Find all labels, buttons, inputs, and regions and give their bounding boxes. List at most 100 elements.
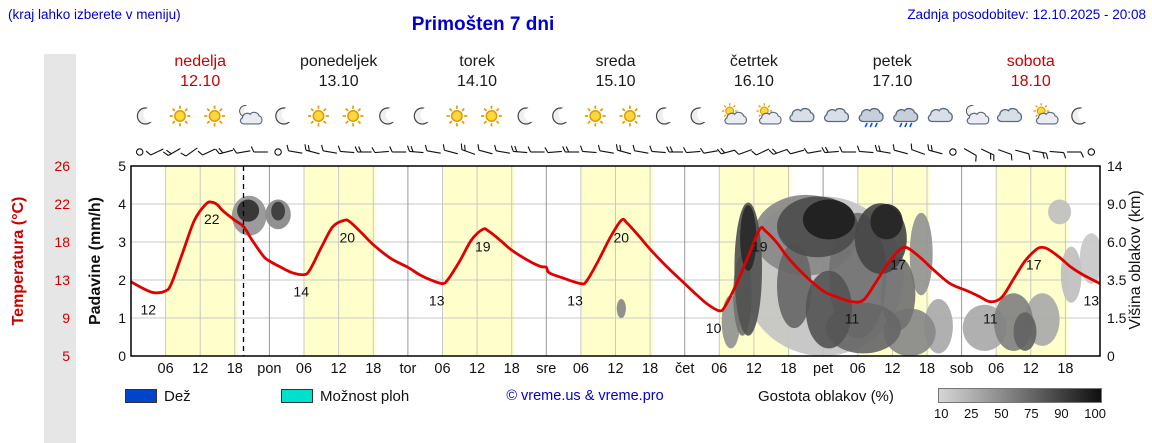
day-date: 15.10 [595,73,636,90]
svg-text:18: 18 [54,234,70,250]
temp-label: 19 [475,238,491,254]
svg-text:6.0: 6.0 [1107,234,1127,250]
cloud-blob [777,243,812,329]
cloud-blob [1060,246,1082,303]
cloud-blob [870,204,903,240]
wind-barb-icon [544,147,562,154]
day-date: 16.10 [733,73,774,90]
hour-label: 12 [331,361,347,377]
moon-cloud-icon [966,105,990,125]
wind-barb-icon [927,144,943,155]
svg-text:9: 9 [62,310,70,326]
moon-icon [137,108,153,124]
day-headers: nedelja 12.10 ponedeljek 13.10 torek 14.10 sre… [0,53,1152,93]
day-header-torek: torek 14.10 [457,53,497,91]
cloud-rain-icon [893,107,919,128]
wind-barb-icon [892,144,908,155]
day-abbr-label: tor [399,361,416,377]
wind-barb-icon [477,144,493,155]
day-abbr-label: sob [950,361,973,377]
svg-text:1.5: 1.5 [1107,310,1127,326]
temp-label: 17 [1026,256,1042,272]
wind-barb-icon [597,144,614,154]
wind-barb-icon [145,148,164,156]
hour-label: 18 [1057,361,1073,377]
temp-label: 22 [204,211,220,227]
hour-label: 06 [296,361,312,377]
precipitation-tick-labels: 5 4 3 2 1 0 [118,158,126,364]
wind-barb-icon [163,148,181,156]
day-header-petek: petek 17.10 [872,53,912,91]
calm-wind-icon [135,148,144,156]
time-axis-labels: 06 12 18 pon 06 12 18 tor 06 12 18 sre 06 12 18 čet 06 12… [158,361,1074,377]
wind-barb-icon [527,146,545,153]
svg-text:9.0: 9.0 [1107,196,1127,212]
wind-barb-icon [424,144,441,154]
sun-cloud-icon [721,102,748,125]
wind-barb-icon [1032,150,1049,160]
calm-wind-icon [949,148,957,156]
moon-icon [414,108,430,124]
hour-label: 18 [227,361,243,377]
moon-icon [276,108,292,124]
sun-icon [618,104,642,128]
wind-barb-icon [666,146,684,153]
sun-icon [168,104,192,128]
day-abbr-label: čet [675,361,694,377]
sun-icon [445,104,469,128]
wind-barb-icon [963,148,977,162]
density-tick: 90 [1054,406,1069,421]
copyright-link[interactable]: © vreme.us & vreme.pro [506,388,664,404]
cloud-blob [805,270,853,349]
hour-label: 06 [850,361,866,377]
svg-text:2: 2 [118,272,126,288]
day-name: sreda [595,53,636,70]
temperature-tick-labels: 26 22 18 13 9 5 [54,158,70,364]
density-tick: 75 [1024,406,1039,421]
cloud-blob [802,199,855,240]
svg-text:0: 0 [118,348,126,364]
day-date: 13.10 [318,73,359,90]
day-date: 18.10 [1010,73,1051,90]
cloud-blob [1013,312,1037,351]
cloud-density-tick-labels: 10 25 50 75 90 100 [934,406,1106,421]
wind-barb-icon [699,147,718,154]
svg-text:4: 4 [118,196,126,212]
temp-labels: 12 22 14 20 13 19 13 20 10 19 11 17 11 17 13 [141,211,1100,336]
cloud-blob [237,199,260,222]
page-title: Primošten 7 dni [411,14,555,35]
svg-text:3.5: 3.5 [1107,272,1127,288]
wind-barb-icon [821,146,839,154]
day-abbr-label: pon [257,361,281,377]
day-abbr-label: pet [813,361,833,377]
wind-barb-icon [406,145,424,154]
wind-barb-icon [579,145,597,154]
cloud-blob [1048,199,1072,225]
wind-barb-icon [856,145,874,154]
showers-legend-label: Možnost ploh [320,388,410,405]
hour-label: 06 [573,361,589,377]
calm-wind-icon [1087,148,1096,156]
hour-label: 12 [469,361,485,377]
temp-label: 13 [567,293,583,309]
wind-barb-icon [768,148,787,155]
cloud-icon [823,107,850,123]
svg-text:0: 0 [1107,348,1115,364]
wind-barb-icon [803,147,822,154]
last-update-text: Zadnja posodobitev: 12.10.2025 - 20:08 [907,7,1146,22]
wind-barb-icon [874,144,891,154]
wind-barb-icon [286,144,303,154]
weather-icons-row [137,102,1087,128]
plot-border [130,165,1101,357]
wind-barb-icon [321,144,337,154]
svg-text:22: 22 [54,196,70,212]
wind-barb-icon [562,146,580,153]
sun-cloud-icon [755,102,782,125]
temp-label: 19 [752,238,768,254]
density-tick: 100 [1084,406,1106,421]
day-header-ponedeljek: ponedeljek 13.10 [300,53,377,91]
hour-label: 12 [607,361,623,377]
wind-barb-icon [250,146,268,153]
hour-label: 12 [1023,361,1039,377]
